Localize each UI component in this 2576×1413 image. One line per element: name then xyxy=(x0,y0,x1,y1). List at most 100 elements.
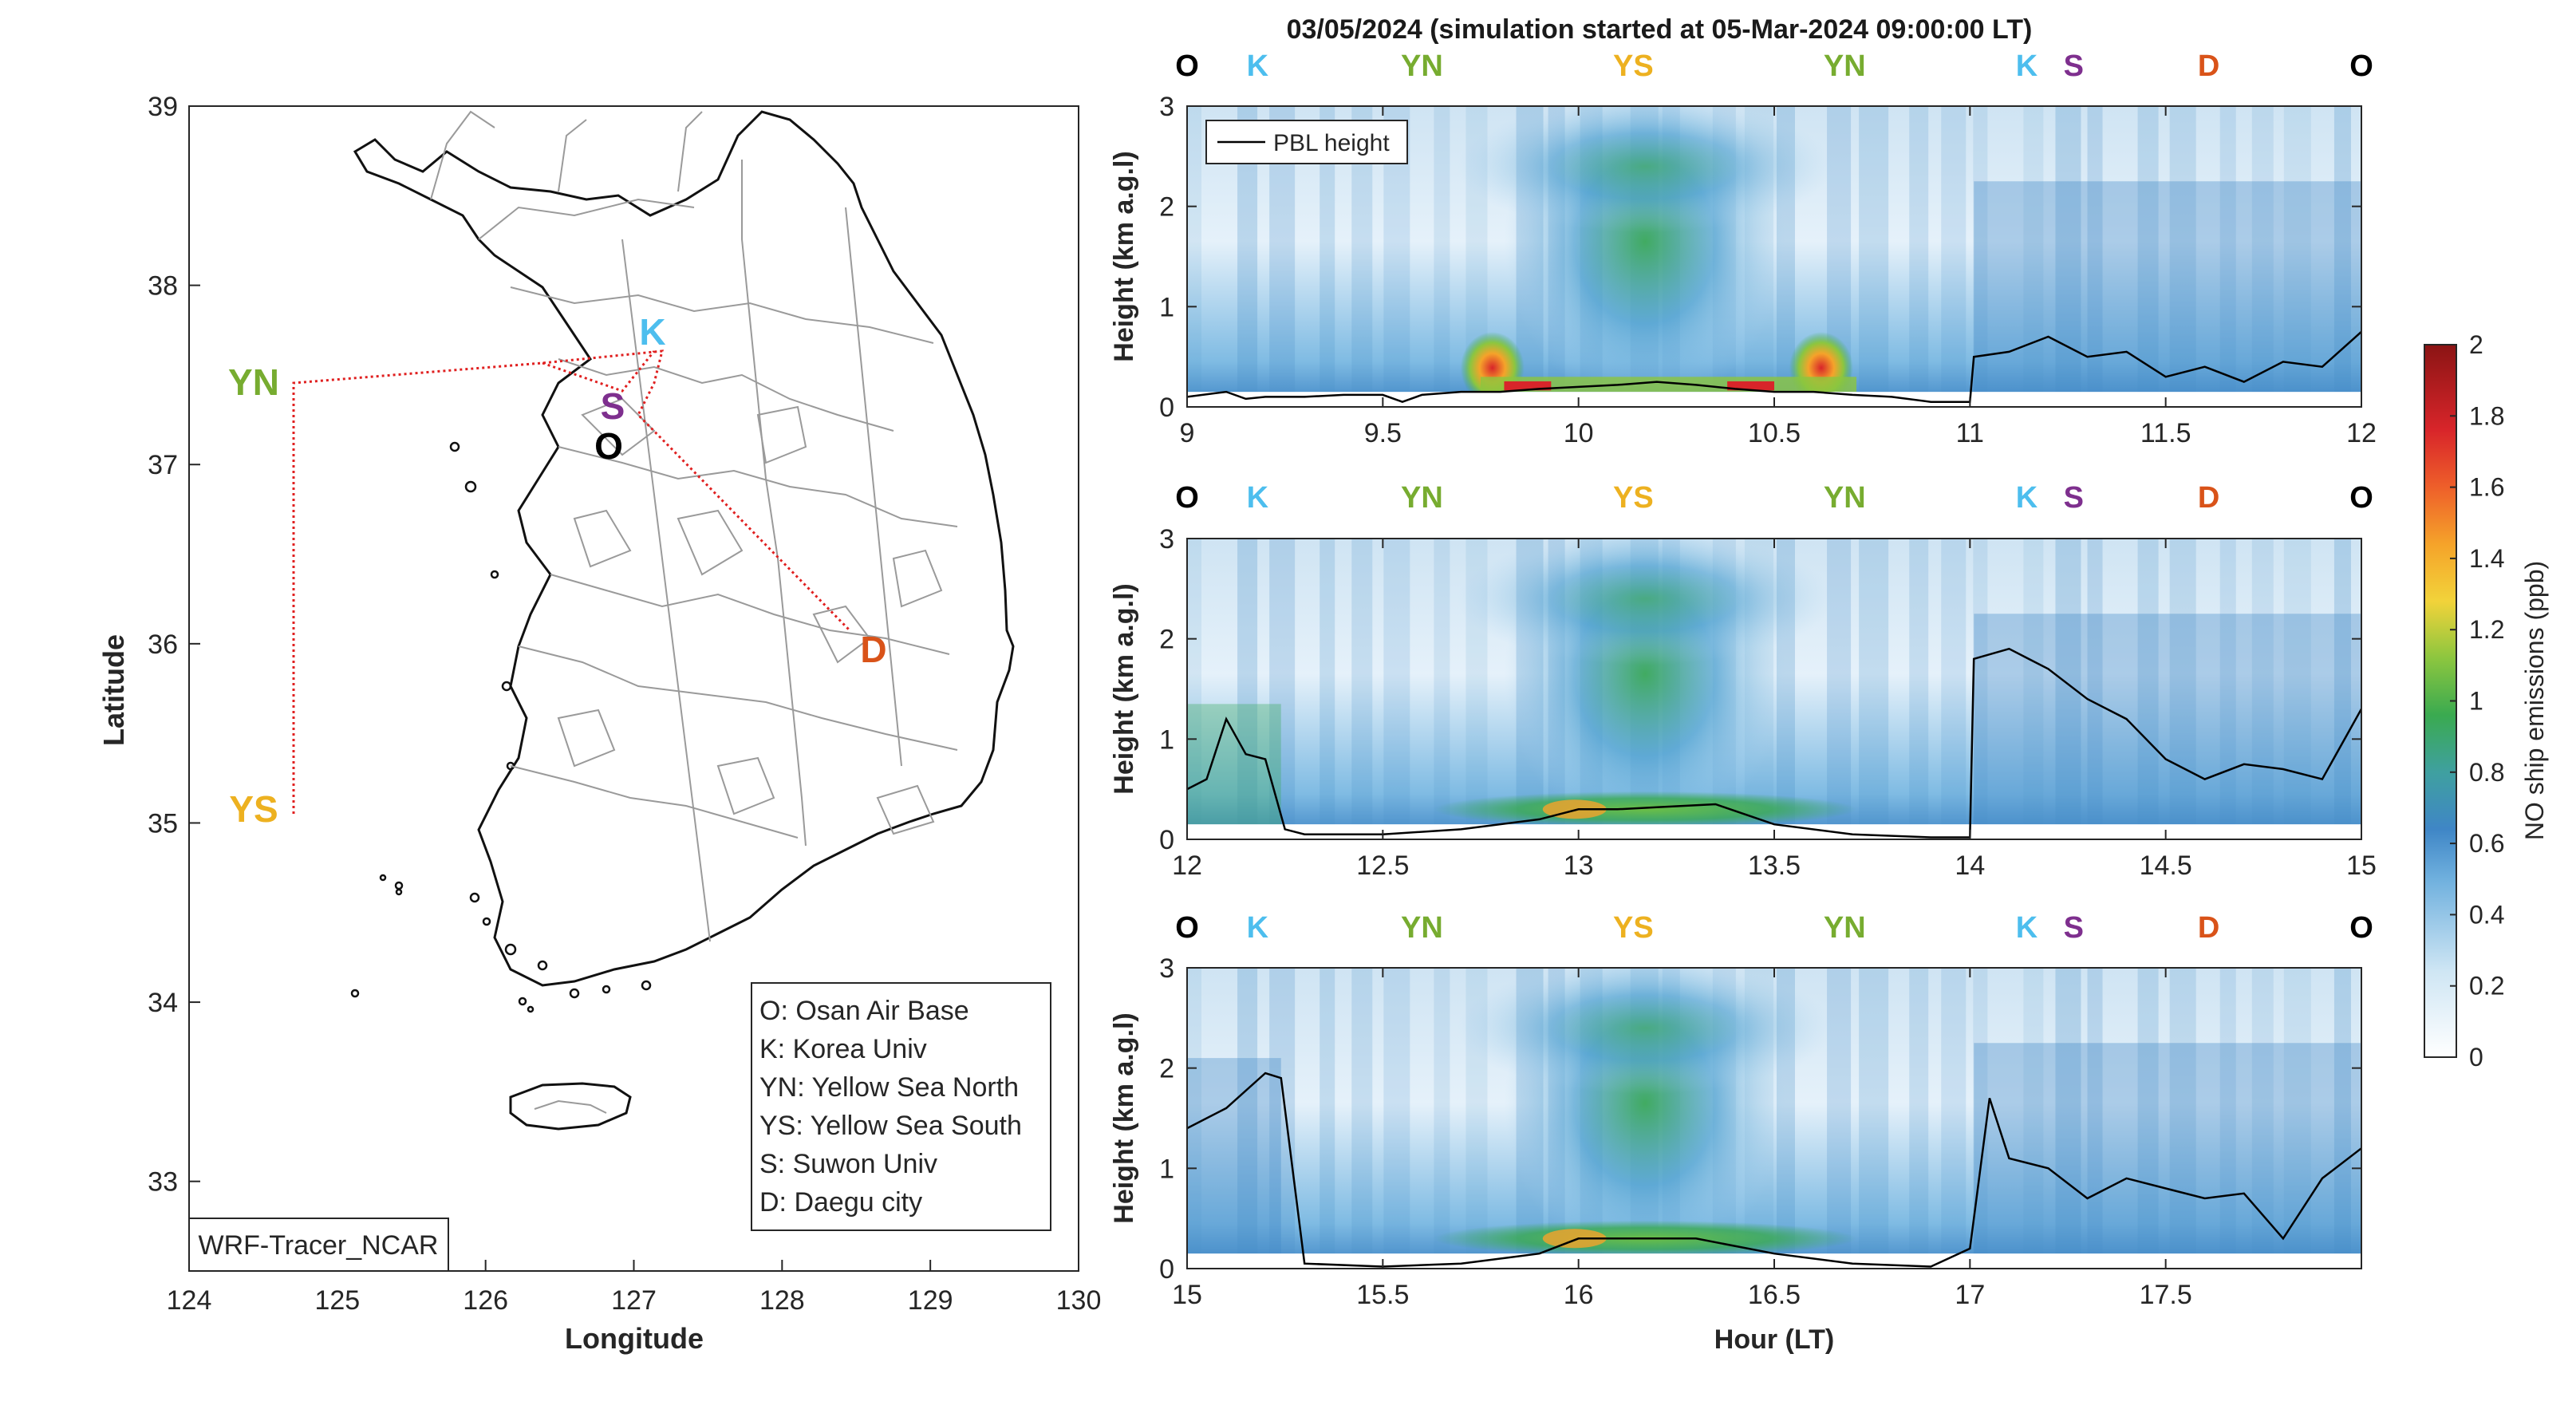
x-tick-label: 14.5 xyxy=(2140,851,2192,881)
surface-band xyxy=(1434,791,1857,827)
colorbar-tick-label: 0.6 xyxy=(2469,829,2504,858)
site-top-label: O xyxy=(1175,911,1199,945)
site-top-label: YN xyxy=(1401,481,1443,515)
map-label-ys: YS xyxy=(229,788,278,830)
plume xyxy=(1457,968,1833,1095)
heatmap-streak xyxy=(2169,968,2196,1269)
heatmap-streak xyxy=(1320,539,1335,839)
site-top-label: YS xyxy=(1613,481,1654,515)
site-top-label: YS xyxy=(1613,49,1654,83)
map-y-tick-label: 33 xyxy=(148,1167,178,1198)
x-tick-label: 16 xyxy=(1564,1280,1594,1310)
x-tick-label: 17 xyxy=(1955,1280,1985,1310)
pbl-height-line xyxy=(1187,1072,2361,1268)
heatmap-streak xyxy=(1434,106,1450,407)
y-tick-label: 1 xyxy=(1159,1154,1174,1184)
heatmap-streak xyxy=(1187,539,1201,839)
heatmap-streak xyxy=(2055,539,2081,839)
map-label-yn: YN xyxy=(228,361,279,403)
heatmap-streak xyxy=(1434,539,1450,839)
x-tick-label: 12 xyxy=(1172,851,1202,881)
x-tick-label: 13 xyxy=(1564,851,1594,881)
map-x-tick-label: 127 xyxy=(611,1285,657,1316)
surface-hot xyxy=(1727,381,1774,391)
source-box xyxy=(188,1218,449,1272)
colorbar-tick-label: 0.2 xyxy=(2469,972,2504,1001)
heatmap-streak xyxy=(2333,539,2351,839)
figure-title: 03/05/2024 (simulation started at 05-Mar… xyxy=(1287,14,2033,45)
heatmap-block xyxy=(1974,1043,2361,1269)
heatmap-streak xyxy=(1859,968,1889,1269)
map-y-tick-label: 38 xyxy=(148,271,178,302)
heatmap-streak xyxy=(2219,106,2236,407)
legend-entry: O: Osan Air Base xyxy=(759,996,969,1026)
legend-entry: D: Daegu city xyxy=(759,1187,922,1218)
colorbar-tick-label: 0 xyxy=(2469,1043,2483,1072)
heatmap-streak xyxy=(2023,968,2044,1269)
x-tick-label: 11.5 xyxy=(2140,418,2191,448)
map-x-tick-label: 126 xyxy=(463,1285,508,1316)
map-label-d: D xyxy=(860,629,886,670)
heatmap-streak xyxy=(2333,106,2351,407)
colorbar-tick-label: 0.4 xyxy=(2469,900,2504,929)
colorbar-tick-label: 2 xyxy=(2469,330,2483,359)
heatmap-streak xyxy=(2283,968,2311,1269)
y-tick-label: 0 xyxy=(1159,825,1174,855)
heatmap-streak xyxy=(1383,539,1410,839)
map-ylabel: Latitude xyxy=(97,634,130,746)
x-tick-label: 9.5 xyxy=(1364,418,1402,448)
y-tick-label: 0 xyxy=(1159,393,1174,423)
site-top-label: K xyxy=(1247,911,1269,945)
map-label-s: S xyxy=(601,385,625,427)
heatmap-streak xyxy=(1320,106,1335,407)
y-axis-label: Height (km a.g.l) xyxy=(1109,151,1139,361)
site-top-label: O xyxy=(1175,481,1199,515)
pbl-height-line xyxy=(1187,647,2361,839)
site-top-label: YN xyxy=(1824,911,1866,945)
map-x-tick-label: 128 xyxy=(759,1285,805,1316)
heatmap-streak xyxy=(2087,539,2103,839)
site-top-label: YN xyxy=(1401,49,1443,83)
heatmap-streak xyxy=(1827,968,1852,1269)
site-top-label: YN xyxy=(1401,911,1443,945)
y-tick-label: 2 xyxy=(1159,625,1174,655)
site-top-label: YN xyxy=(1824,49,1866,83)
site-top-label: YS xyxy=(1613,911,1654,945)
legend-entry: S: Suwon Univ xyxy=(759,1149,937,1179)
site-top-label: K xyxy=(1247,481,1269,515)
site-legend-box xyxy=(751,982,1051,1231)
chart-legend: PBL height xyxy=(1205,120,1408,164)
heatmap-streak xyxy=(2333,968,2351,1269)
site-top-label: S xyxy=(2064,49,2084,83)
heatmap-streak xyxy=(2251,968,2274,1269)
site-top-label: K xyxy=(1247,49,1269,83)
y-axis-label: Height (km a.g.l) xyxy=(1109,1012,1139,1223)
map-panel: 124 125 126 127 128 129 130 33 34 35 36 37 38 39 xyxy=(97,92,1101,1355)
korea-coastline xyxy=(353,110,1015,987)
map-y-tick-label: 36 xyxy=(148,630,178,660)
y-tick-label: 1 xyxy=(1159,724,1174,755)
colorbar-ticks: 0 0.2 0.4 0.6 0.8 1 1.2 1.4 1.6 1.8 2 xyxy=(2450,330,2504,1072)
colorbar-tick-label: 1.2 xyxy=(2469,615,2504,644)
heatmap-block xyxy=(1187,704,1281,839)
colorbar-tick-label: 1.4 xyxy=(2469,544,2504,573)
map-x-tick-label: 124 xyxy=(167,1285,212,1316)
heatmap-streak xyxy=(1237,539,1258,839)
site-top-label: K xyxy=(2016,481,2038,515)
legend-entry: K: Korea Univ xyxy=(759,1034,927,1064)
legend-entry: YN: Yellow Sea North xyxy=(759,1072,1019,1103)
heatmap-streak xyxy=(1351,968,1373,1269)
legend-entry: YS: Yellow Sea South xyxy=(759,1111,1022,1141)
x-tick-label: 15 xyxy=(2346,851,2377,881)
heatmap-streak xyxy=(1187,968,1201,1269)
plume xyxy=(1457,106,1833,233)
colorbar-tick-label: 1 xyxy=(2469,687,2483,716)
surface-hot xyxy=(1542,1229,1607,1249)
heatmap-field xyxy=(1187,539,2361,839)
heatmap-streak xyxy=(2251,539,2274,839)
heatmap-streak xyxy=(1941,106,1967,407)
heatmap-streak xyxy=(1909,968,1929,1269)
colorbar-label: NO ship emissions (ppb) xyxy=(2520,561,2549,840)
